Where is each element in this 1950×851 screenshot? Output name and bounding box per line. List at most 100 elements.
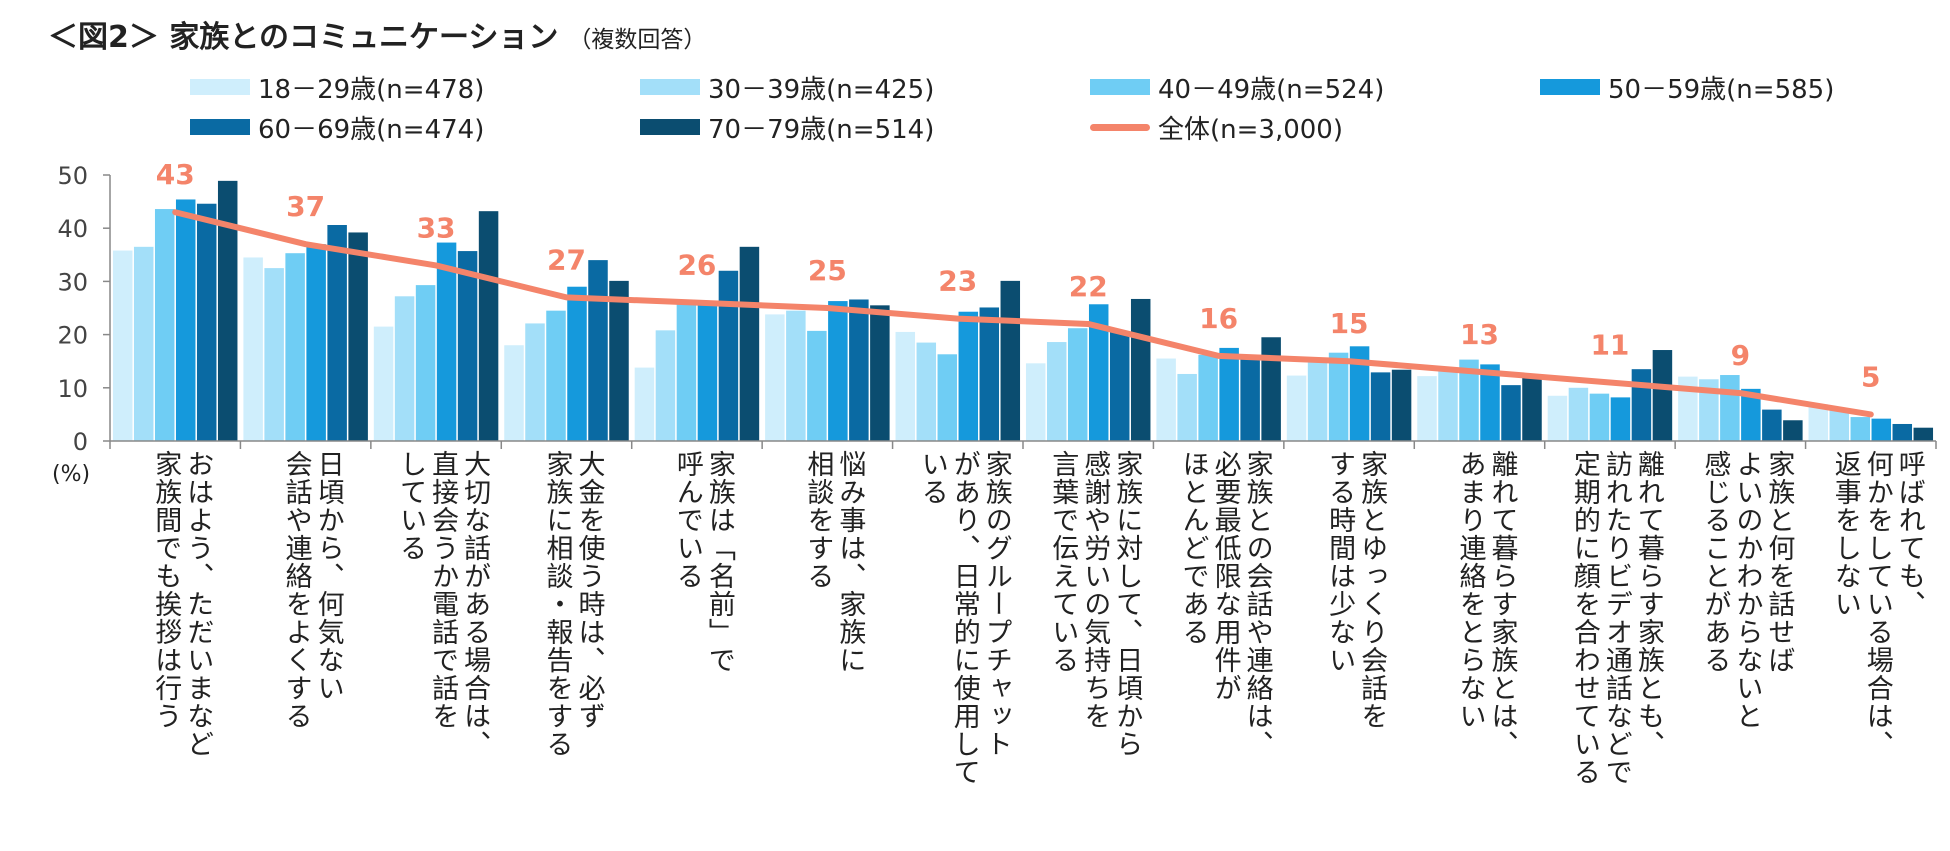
category-label: 呼ばれても、 何かをしている場合は、 返事をしない: [1829, 450, 1925, 758]
bar: [1678, 376, 1698, 441]
bar: [786, 310, 806, 441]
bar: [765, 314, 785, 441]
legend-item: 18－29歳(n=478): [190, 70, 484, 105]
bar: [1892, 423, 1913, 441]
bar: [478, 211, 499, 441]
total-series-line: [172, 209, 1874, 418]
bar: [504, 345, 524, 441]
bar: [718, 270, 739, 441]
y-axis-label: (%): [52, 462, 91, 487]
bar: [1370, 372, 1391, 441]
total-data-label: 15: [1330, 307, 1369, 340]
total-data-label: 37: [286, 190, 325, 223]
category-label: 悩み事は、家族に 相談をする: [802, 450, 866, 674]
bar: [1177, 373, 1197, 441]
total-data-label: 9: [1731, 339, 1750, 372]
bar: [807, 330, 827, 441]
bar: [1568, 387, 1589, 441]
bar: [1829, 408, 1850, 441]
legend-item: 30－39歳(n=425): [640, 70, 935, 105]
category-label: 家族と何を話せば よいのかわからないと 感じることがある: [1699, 450, 1795, 730]
legend-swatch: [1090, 79, 1150, 95]
bar: [1589, 393, 1610, 441]
legend-label: 全体(n=3,000): [1158, 114, 1343, 145]
bar: [1261, 337, 1281, 441]
bar: [285, 253, 305, 441]
bar: [196, 203, 217, 441]
bar: [697, 303, 718, 441]
bar: [870, 305, 890, 441]
bar: [1109, 331, 1130, 441]
legend-swatch: [190, 79, 250, 95]
category-label: おはよう、ただいまなど 家族間でも挨拶は行う: [150, 450, 214, 758]
bar: [849, 299, 869, 441]
bar: [739, 246, 760, 441]
bar: [1913, 427, 1934, 441]
legend-swatch: [640, 119, 700, 135]
bar: [979, 307, 1000, 441]
bar: [1459, 359, 1479, 441]
bar: [1720, 375, 1740, 441]
bar: [609, 280, 629, 441]
total-data-label: 23: [938, 265, 977, 298]
bar: [958, 311, 979, 441]
bar: [1631, 369, 1652, 441]
bar: [1088, 304, 1109, 441]
total-data-label: 43: [156, 158, 195, 191]
bar: [1286, 375, 1307, 441]
bar: [217, 180, 238, 442]
bar: [154, 209, 175, 441]
bar: [1610, 397, 1631, 441]
bar: [1156, 358, 1176, 441]
bar: [306, 244, 326, 441]
bar: [1198, 354, 1218, 441]
bar: [525, 323, 545, 441]
bar: [1808, 404, 1829, 441]
bar: [655, 330, 676, 441]
bar: [348, 232, 368, 441]
category-label: 大切な話がある場合は、 直接会うか電話で話を している: [395, 450, 491, 758]
category-label: 家族との会話や連絡は、 必要最低限な用件が ほとんどである: [1177, 450, 1273, 758]
total-data-label: 26: [677, 249, 716, 282]
bar: [1130, 298, 1151, 441]
total-data-label: 27: [547, 243, 586, 276]
bar: [916, 342, 937, 441]
bar: [1046, 342, 1067, 441]
bar: [1522, 377, 1542, 441]
legend-item: 全体(n=3,000): [1090, 110, 1343, 145]
bar: [1783, 420, 1803, 441]
legend-label: 70－79歳(n=514): [708, 114, 935, 145]
chart-title: ＜図2＞ 家族とのコミュニケーション （複数回答）: [48, 12, 706, 56]
legend-item: 40－49歳(n=524): [1090, 70, 1385, 105]
y-tick-label: 0: [73, 428, 88, 456]
y-tick-label: 20: [57, 322, 88, 350]
bar: [1000, 280, 1021, 441]
bar: [634, 367, 655, 441]
bar: [394, 296, 415, 441]
total-data-label: 33: [417, 211, 456, 244]
legend-swatch: [640, 79, 700, 95]
category-label: 家族のグループチャット があり、日常的に使用して いる: [916, 450, 1012, 786]
chart-title-text: ＜図2＞ 家族とのコミュニケーション: [48, 20, 559, 55]
bar: [1871, 418, 1892, 441]
category-label: 日頃から、何気ない 会話や連絡をよくする: [280, 450, 344, 730]
total-data-label: 22: [1069, 270, 1108, 303]
legend-line-swatch: [1090, 123, 1150, 131]
legend-item: 70－79歳(n=514): [640, 110, 935, 145]
bar: [895, 331, 916, 441]
bar: [1025, 363, 1046, 441]
bar: [373, 326, 394, 441]
total-data-label: 25: [808, 254, 847, 287]
bar: [1501, 385, 1521, 441]
y-tick-label: 10: [57, 375, 88, 403]
total-data-label: 5: [1861, 360, 1880, 393]
bar: [1762, 409, 1782, 441]
bar: [1067, 328, 1088, 441]
legend-label: 30－39歳(n=425): [708, 74, 935, 105]
bar: [1240, 356, 1260, 441]
bar: [567, 286, 587, 441]
category-label: 大金を使う時は、必ず 家族に相談・報告をする: [541, 450, 605, 758]
total-data-label: 13: [1460, 318, 1499, 351]
category-label: 家族とゆっくり会話を する時間は少ない: [1324, 450, 1388, 730]
legend-label: 40－49歳(n=524): [1158, 74, 1385, 105]
